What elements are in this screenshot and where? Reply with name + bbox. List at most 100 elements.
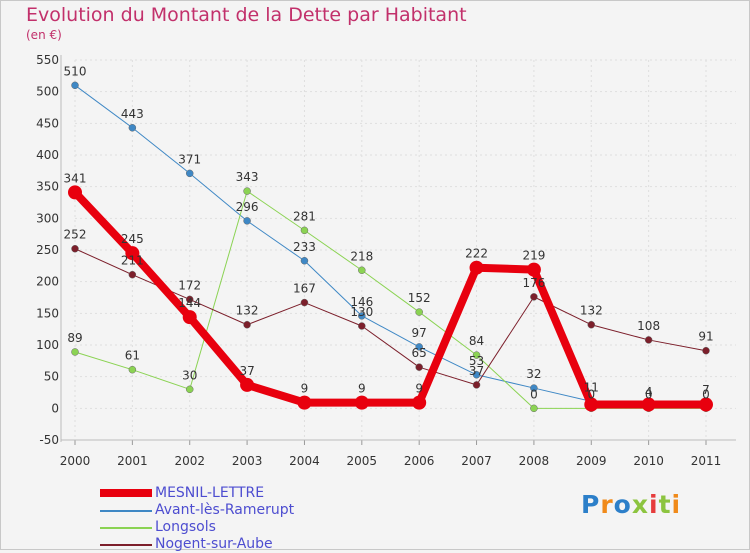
data-point-nogent-sur-aube bbox=[128, 270, 137, 279]
data-label-nogent-sur-aube: 91 bbox=[698, 330, 713, 344]
data-label-longsols: 84 bbox=[469, 334, 484, 348]
data-point-avant-les-ramerupt bbox=[185, 169, 194, 178]
data-point-mesnil-lettre bbox=[469, 260, 484, 275]
legend-label-longsols: Longsols bbox=[155, 519, 216, 535]
y-tick-label: 550 bbox=[36, 53, 59, 67]
data-label-longsols: 61 bbox=[125, 349, 140, 363]
legend-swatch-nogent-sur-aube bbox=[100, 544, 152, 546]
data-label-longsols: 281 bbox=[293, 209, 316, 223]
data-label-longsols: 0 bbox=[587, 387, 595, 401]
data-point-longsols bbox=[415, 308, 423, 316]
y-tick-label: 300 bbox=[36, 211, 59, 225]
x-tick-label: 2011 bbox=[691, 454, 722, 468]
data-label-mesnil-lettre: 9 bbox=[301, 382, 309, 396]
proxiti-logo-letter: t bbox=[658, 490, 672, 519]
data-point-longsols bbox=[300, 226, 309, 235]
data-label-nogent-sur-aube: 130 bbox=[350, 305, 373, 319]
series-line-nogent-sur-aube bbox=[74, 248, 707, 386]
proxiti-logo-letter: x bbox=[631, 490, 649, 519]
legend-swatch-avant-les-ramerupt bbox=[100, 510, 152, 512]
data-label-avant-les-ramerupt: 11 bbox=[584, 380, 599, 394]
data-point-nogent-sur-aube bbox=[530, 293, 538, 301]
data-point-mesnil-lettre bbox=[240, 377, 255, 392]
x-tick-label: 2009 bbox=[576, 454, 607, 468]
legend-label-mesnil-lettre: MESNIL-LETTRE bbox=[155, 485, 265, 501]
data-label-avant-les-ramerupt: 371 bbox=[178, 152, 201, 166]
x-tick-label: 2000 bbox=[60, 454, 91, 468]
data-label-mesnil-lettre: 37 bbox=[239, 364, 254, 378]
data-label-nogent-sur-aube: 108 bbox=[637, 319, 660, 333]
y-tick-label: 400 bbox=[36, 148, 59, 162]
data-point-avant-les-ramerupt bbox=[128, 124, 137, 132]
x-tick-label: 2008 bbox=[519, 454, 550, 468]
proxiti-logo-letter: o bbox=[613, 490, 632, 519]
data-label-mesnil-lettre: 144 bbox=[178, 296, 201, 310]
data-point-mesnil-lettre bbox=[182, 310, 197, 325]
data-label-longsols: 89 bbox=[67, 331, 82, 345]
data-label-avant-les-ramerupt: 53 bbox=[469, 354, 484, 368]
data-point-nogent-sur-aube bbox=[185, 295, 194, 304]
data-label-mesnil-lettre: 9 bbox=[358, 382, 366, 396]
data-label-avant-les-ramerupt: 97 bbox=[412, 326, 427, 340]
series-line-mesnil-lettre bbox=[71, 188, 710, 409]
y-tick-label: -50 bbox=[39, 433, 59, 447]
y-tick-label: 250 bbox=[36, 243, 59, 257]
data-point-longsols bbox=[185, 385, 194, 394]
legend-swatch-mesnil-lettre bbox=[100, 489, 152, 497]
data-point-mesnil-lettre bbox=[641, 397, 656, 412]
y-tick-label: 500 bbox=[36, 85, 59, 99]
data-label-longsols: 30 bbox=[182, 368, 197, 382]
data-label-longsols: 0 bbox=[530, 387, 538, 401]
x-tick-label: 2004 bbox=[289, 454, 320, 468]
data-point-longsols bbox=[128, 365, 137, 374]
data-point-longsols bbox=[243, 187, 251, 195]
y-tick-label: 100 bbox=[36, 338, 59, 352]
y-tick-label: 0 bbox=[51, 401, 59, 415]
data-point-avant-les-ramerupt bbox=[243, 217, 251, 225]
data-label-avant-les-ramerupt: 146 bbox=[350, 295, 373, 309]
data-point-mesnil-lettre bbox=[526, 262, 541, 277]
data-point-nogent-sur-aube bbox=[358, 322, 366, 330]
data-label-avant-les-ramerupt: 32 bbox=[526, 367, 541, 381]
data-label-longsols: 152 bbox=[408, 291, 431, 305]
data-label-avant-les-ramerupt: 443 bbox=[121, 107, 144, 121]
data-point-nogent-sur-aube bbox=[702, 346, 710, 355]
y-tick-label: 350 bbox=[36, 180, 59, 194]
data-label-mesnil-lettre: 341 bbox=[64, 171, 87, 185]
proxiti-logo-letter: P bbox=[581, 490, 601, 519]
proxiti-logo-letter: i bbox=[671, 490, 682, 519]
data-point-longsols bbox=[358, 266, 366, 275]
data-point-nogent-sur-aube bbox=[415, 363, 423, 371]
data-label-mesnil-lettre: 245 bbox=[121, 232, 144, 246]
data-label-longsols: 343 bbox=[236, 170, 259, 184]
data-label-longsols: 0 bbox=[645, 387, 653, 401]
data-point-longsols bbox=[530, 404, 538, 413]
chart-subtitle: (en €) bbox=[26, 28, 62, 42]
data-label-avant-les-ramerupt: 233 bbox=[293, 240, 316, 254]
data-point-avant-les-ramerupt bbox=[358, 312, 366, 320]
data-point-nogent-sur-aube bbox=[243, 320, 251, 329]
data-point-nogent-sur-aube bbox=[472, 381, 481, 389]
y-tick-label: 50 bbox=[44, 370, 59, 384]
data-point-avant-les-ramerupt bbox=[530, 384, 538, 392]
data-label-avant-les-ramerupt: 4 bbox=[645, 385, 653, 399]
data-label-nogent-sur-aube: 65 bbox=[412, 346, 427, 360]
legend-swatch-longsols bbox=[100, 527, 152, 529]
legend-label-nogent-sur-aube: Nogent-sur-Aube bbox=[155, 536, 273, 552]
data-label-avant-les-ramerupt: 296 bbox=[236, 200, 259, 214]
data-label-longsols: 0 bbox=[702, 387, 710, 401]
data-point-nogent-sur-aube bbox=[587, 320, 596, 329]
y-tick-label: 200 bbox=[36, 275, 59, 289]
data-point-avant-les-ramerupt bbox=[415, 343, 423, 351]
data-label-nogent-sur-aube: 132 bbox=[580, 304, 603, 318]
x-tick-label: 2003 bbox=[232, 454, 263, 468]
data-point-nogent-sur-aube bbox=[644, 336, 653, 344]
data-label-nogent-sur-aube: 211 bbox=[121, 254, 144, 268]
data-label-nogent-sur-aube: 176 bbox=[522, 276, 545, 290]
data-point-avant-les-ramerupt bbox=[300, 257, 309, 265]
data-point-avant-les-ramerupt bbox=[71, 81, 79, 90]
x-tick-label: 2001 bbox=[117, 454, 148, 468]
data-label-nogent-sur-aube: 172 bbox=[178, 278, 201, 292]
x-tick-label: 2002 bbox=[174, 454, 205, 468]
